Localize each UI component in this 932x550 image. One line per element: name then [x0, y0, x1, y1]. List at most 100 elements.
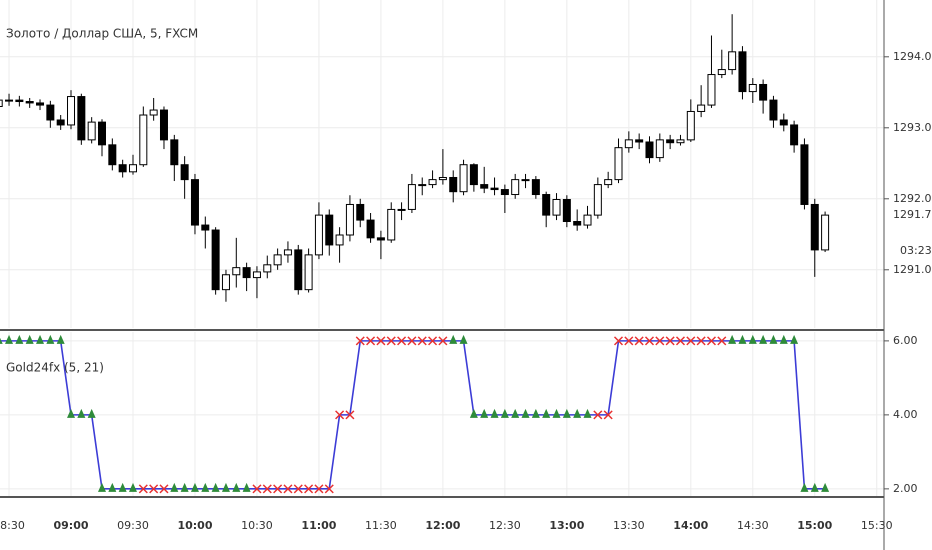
signal-cross — [593, 410, 603, 420]
candle-body — [500, 189, 509, 196]
signal-cross — [262, 484, 272, 494]
signal-triangle — [480, 408, 489, 418]
candle-body — [25, 101, 34, 104]
signal-triangle — [490, 408, 499, 418]
signal-triangle — [562, 408, 571, 418]
candle-body — [779, 119, 788, 126]
candle-body — [201, 224, 210, 231]
y-tick-label: 6.00 — [893, 334, 918, 347]
indicator-title: Gold24fx (5, 21) — [6, 361, 104, 375]
signal-triangle — [511, 408, 520, 418]
grid — [0, 0, 884, 497]
candle-body — [521, 179, 530, 182]
candle-body — [759, 83, 768, 101]
x-tick-label: 11:30 — [365, 519, 397, 532]
signal-cross — [686, 336, 696, 346]
candle-body — [180, 164, 189, 181]
signal-triangle — [128, 482, 137, 492]
candle-body — [283, 249, 292, 256]
candle-body — [707, 74, 716, 106]
candle-body — [800, 144, 809, 205]
signal-cross — [283, 484, 293, 494]
signal-cross — [407, 336, 417, 346]
candle-body — [376, 237, 385, 241]
candle-body — [0, 99, 3, 107]
x-tick-label: 15:00 — [797, 519, 832, 532]
signal-cross — [397, 336, 407, 346]
signal-triangle — [98, 482, 106, 492]
candle-body — [717, 69, 726, 76]
candle-body — [552, 198, 561, 216]
signal-triangle — [469, 408, 478, 418]
x-tick-label: 11:00 — [301, 519, 336, 532]
candle-body — [356, 203, 365, 221]
signal-cross — [304, 484, 314, 494]
signal-cross — [252, 484, 262, 494]
signal-cross — [149, 484, 159, 494]
signal-triangle — [779, 334, 788, 344]
signal-cross — [335, 410, 345, 420]
candle-body — [128, 164, 137, 173]
y-tick-label: 2.00 — [893, 482, 918, 495]
candle-body — [583, 214, 592, 226]
candle-body — [593, 184, 602, 216]
candle-body — [738, 51, 747, 93]
signal-triangle — [748, 334, 757, 344]
candle-body — [56, 119, 65, 126]
x-tick-label: 14:30 — [737, 519, 769, 532]
signal-triangle — [180, 482, 189, 492]
candle-body — [728, 51, 737, 71]
signal-triangle — [108, 482, 117, 492]
signal-cross — [355, 336, 365, 346]
signal-cross — [159, 484, 169, 494]
candle-body — [159, 109, 168, 141]
candle-body — [821, 214, 830, 251]
signal-triangle — [738, 334, 747, 344]
candle-body — [655, 139, 664, 159]
candle-body — [67, 96, 76, 126]
candle-body — [77, 96, 86, 141]
signal-cross — [314, 484, 324, 494]
signal-cross — [345, 410, 355, 420]
signal-cross — [428, 336, 438, 346]
y-tick-label: 4.00 — [893, 408, 918, 421]
candle-body — [170, 139, 179, 166]
signal-triangle — [56, 334, 65, 344]
signal-cross — [655, 336, 665, 346]
candle-body — [645, 141, 654, 159]
candle-body — [490, 187, 499, 191]
signal-cross — [634, 336, 644, 346]
candle-body — [335, 234, 344, 246]
signal-triangle — [531, 408, 540, 418]
signal-cross — [717, 336, 727, 346]
candle-body — [810, 203, 819, 251]
signal-triangle — [769, 334, 778, 344]
candle-body — [242, 267, 251, 279]
signal-cross — [324, 484, 334, 494]
candle-body — [325, 214, 334, 246]
signal-triangle — [759, 334, 768, 344]
candle-body — [624, 139, 633, 149]
candle-body — [748, 83, 757, 93]
signal-triangle — [542, 408, 551, 418]
chart-title: Золото / Доллар США, 5, FXCM — [6, 27, 198, 41]
signal-triangle — [211, 482, 220, 492]
y-tick-label: 1291.00 — [893, 263, 932, 276]
candle-body — [366, 219, 375, 239]
signal-cross — [624, 336, 634, 346]
candle-body — [108, 144, 117, 166]
candle-body — [438, 176, 447, 181]
signal-triangle — [0, 337, 3, 344]
candle-body — [87, 121, 96, 141]
candle-body — [387, 208, 396, 241]
y-tick-label: 1292.00 — [893, 192, 932, 205]
candle-body — [98, 121, 106, 146]
signal-triangle — [46, 334, 55, 344]
candle-body — [790, 124, 799, 146]
candle-body — [676, 139, 685, 144]
candle-body — [480, 184, 489, 189]
signal-triangle — [67, 408, 76, 418]
signal-triangle — [87, 408, 96, 418]
